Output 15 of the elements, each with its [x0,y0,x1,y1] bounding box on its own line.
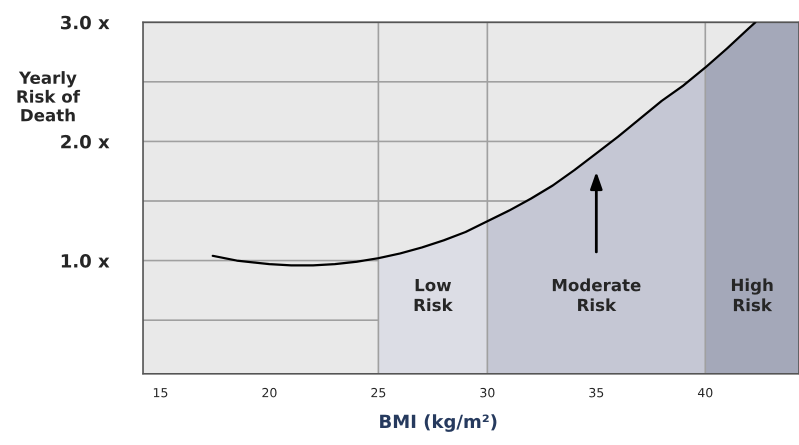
annotation: Moderate Risk [552,278,641,312]
x-tick-label: 25 [371,388,386,398]
y-tick-label: 2.0 x [61,134,110,149]
x-tick-label: 15 [154,388,168,398]
y-axis-title: Yearly Risk of Death [17,71,80,122]
y-tick-label: 3.0 x [60,16,110,30]
x-tick-label: 35 [589,388,604,398]
x-axis-title: BMI (kg/m²) [380,414,496,432]
x-tick-label: 20 [262,388,277,398]
annotation: High Risk [732,278,773,312]
y-tick-label: 1.0 x [62,254,110,268]
x-tick-label: 40 [698,388,712,398]
x-tick-label: 30 [480,388,494,398]
line-series [212,22,757,266]
annotation: Low Risk [414,278,453,312]
